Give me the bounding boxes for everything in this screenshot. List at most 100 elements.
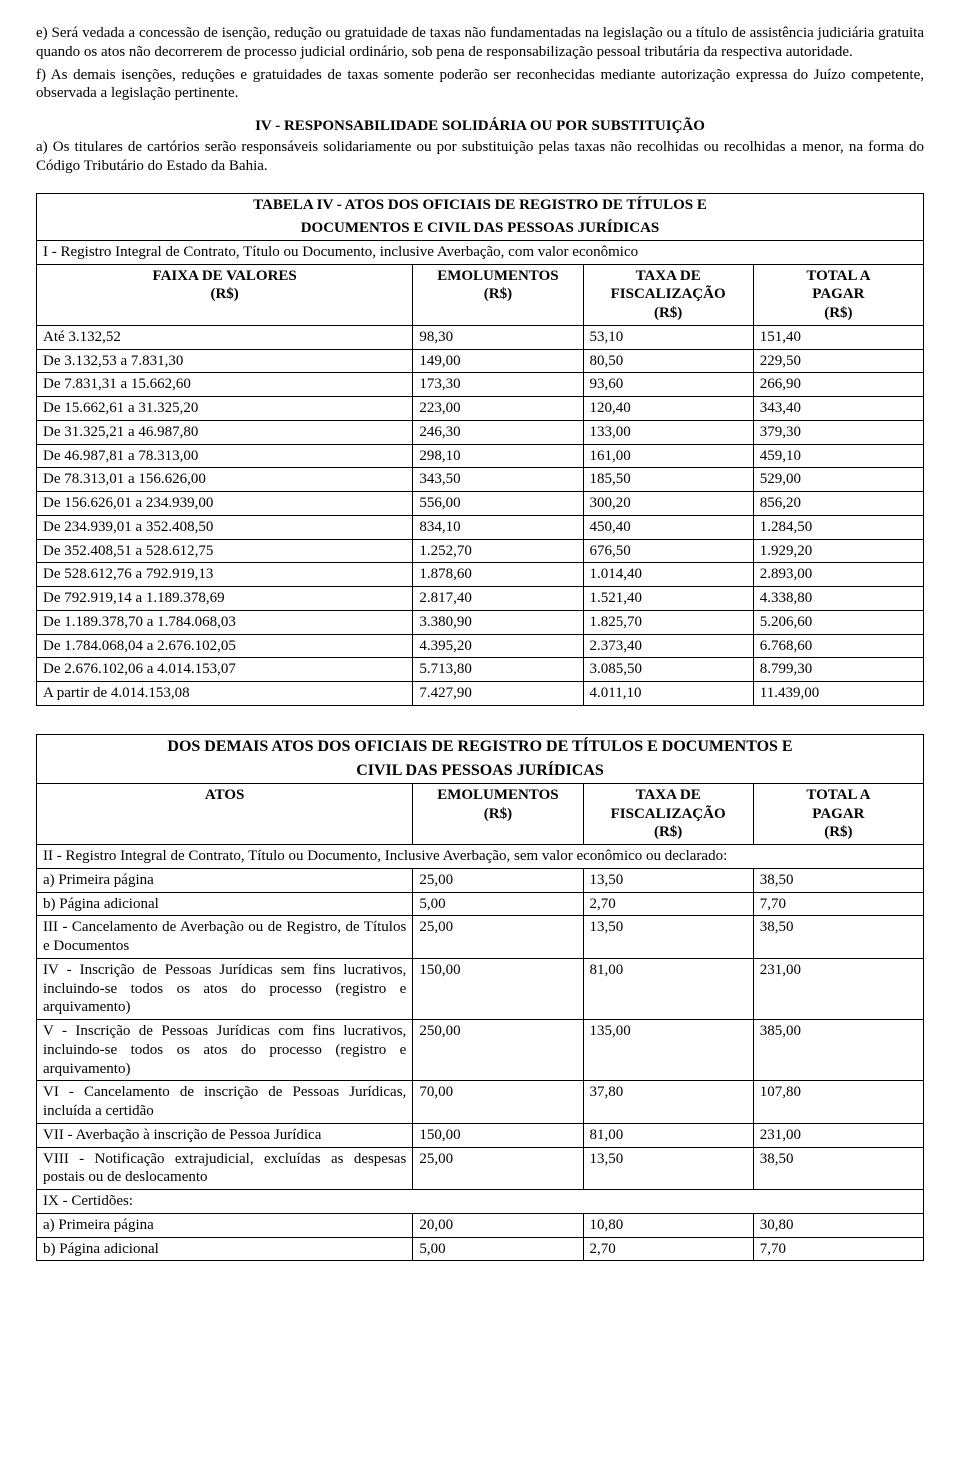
table1-col4-head: TOTAL A PAGAR (R$): [753, 264, 923, 325]
table-cell: 38,50: [753, 916, 923, 959]
table-row: a) Primeira página25,0013,5038,50: [37, 868, 924, 892]
table-cell: 150,00: [413, 958, 583, 1019]
table-cell: 5,00: [413, 1237, 583, 1261]
table-cell: 25,00: [413, 868, 583, 892]
table-cell: 10,80: [583, 1213, 753, 1237]
table2-col2-l1: EMOLUMENTOS: [437, 787, 558, 803]
table1-col1-l2: (R$): [210, 286, 238, 302]
table-cell: 856,20: [753, 492, 923, 516]
table-cell: 4.011,10: [583, 682, 753, 706]
table2-col1-head: ATOS: [37, 783, 413, 844]
table-demais-atos: DOS DEMAIS ATOS DOS OFICIAIS DE REGISTRO…: [36, 734, 924, 1262]
table-cell: 2,70: [583, 892, 753, 916]
table-cell: 2,70: [583, 1237, 753, 1261]
table-row: V - Inscrição de Pessoas Jurídicas com f…: [37, 1020, 924, 1081]
table-cell: 93,60: [583, 373, 753, 397]
table-cell: 98,30: [413, 325, 583, 349]
table-cell: 25,00: [413, 1147, 583, 1190]
table-cell: 529,00: [753, 468, 923, 492]
table1-title-l1: TABELA IV - ATOS DOS OFICIAIS DE REGISTR…: [37, 194, 924, 217]
table2-col3-l1: TAXA DE: [636, 787, 701, 803]
table-cell: 30,80: [753, 1213, 923, 1237]
table-row: De 7.831,31 a 15.662,60173,3093,60266,90: [37, 373, 924, 397]
table-row: III - Cancelamento de Averbação ou de Re…: [37, 916, 924, 959]
table-cell: 120,40: [583, 397, 753, 421]
table-cell: De 1.189.378,70 a 1.784.068,03: [37, 610, 413, 634]
table-cell: 459,10: [753, 444, 923, 468]
paragraph-e: e) Será vedada a concessão de isenção, r…: [36, 24, 924, 62]
table1-col4-l3: (R$): [824, 305, 852, 321]
table-row: De 352.408,51 a 528.612,751.252,70676,50…: [37, 539, 924, 563]
table-cell: 80,50: [583, 349, 753, 373]
table1-col3-l2: FISCALIZAÇÃO: [611, 286, 726, 302]
table-cell: De 234.939,01 a 352.408,50: [37, 515, 413, 539]
table-cell: 343,40: [753, 397, 923, 421]
table-cell: 13,50: [583, 868, 753, 892]
table-row: IV - Inscrição de Pessoas Jurídicas sem …: [37, 958, 924, 1019]
table-cell: 20,00: [413, 1213, 583, 1237]
table-cell: De 3.132,53 a 7.831,30: [37, 349, 413, 373]
table-cell: a) Primeira página: [37, 868, 413, 892]
table-cell: 13,50: [583, 1147, 753, 1190]
table-cell: 185,50: [583, 468, 753, 492]
table-cell: 37,80: [583, 1081, 753, 1124]
table-cell: 250,00: [413, 1020, 583, 1081]
table-cell: 107,80: [753, 1081, 923, 1124]
table-cell: A partir de 4.014.153,08: [37, 682, 413, 706]
table-cell: 81,00: [583, 1123, 753, 1147]
table-cell: 7,70: [753, 892, 923, 916]
table1-col4-l1: TOTAL A: [806, 268, 870, 284]
section-iv-title: IV - RESPONSABILIDADE SOLIDÁRIA OU POR S…: [36, 117, 924, 136]
table1-col4-l2: PAGAR: [812, 286, 864, 302]
table-cell: 2.817,40: [413, 587, 583, 611]
table-cell: 135,00: [583, 1020, 753, 1081]
table-cell: De 78.313,01 a 156.626,00: [37, 468, 413, 492]
table-cell: a) Primeira página: [37, 1213, 413, 1237]
table-cell: b) Página adicional: [37, 892, 413, 916]
table-cell: III - Cancelamento de Averbação ou de Re…: [37, 916, 413, 959]
table-cell: 556,00: [413, 492, 583, 516]
table1-col1-l1: FAIXA DE VALORES: [153, 268, 297, 284]
table-cell: 2.373,40: [583, 634, 753, 658]
table-cell: VIII - Notificação extrajudicial, excluí…: [37, 1147, 413, 1190]
table-cell: 385,00: [753, 1020, 923, 1081]
table-row: De 3.132,53 a 7.831,30149,0080,50229,50: [37, 349, 924, 373]
table-cell: 450,40: [583, 515, 753, 539]
table-cell: De 2.676.102,06 a 4.014.153,07: [37, 658, 413, 682]
table2-col4-head: TOTAL A PAGAR (R$): [753, 783, 923, 844]
table-cell: V - Inscrição de Pessoas Jurídicas com f…: [37, 1020, 413, 1081]
table1-col3-head: TAXA DE FISCALIZAÇÃO (R$): [583, 264, 753, 325]
table-cell: 1.014,40: [583, 563, 753, 587]
table-cell: 38,50: [753, 868, 923, 892]
section-iv-body: a) Os titulares de cartórios serão respo…: [36, 138, 924, 176]
table-cell: De 1.784.068,04 a 2.676.102,05: [37, 634, 413, 658]
table-cell: 1.825,70: [583, 610, 753, 634]
table1-col2-l2: (R$): [484, 286, 512, 302]
table-cell: 161,00: [583, 444, 753, 468]
table-cell: VII - Averbação à inscrição de Pessoa Ju…: [37, 1123, 413, 1147]
table1-col2-l1: EMOLUMENTOS: [437, 268, 558, 284]
table-cell: 343,50: [413, 468, 583, 492]
table-cell: 1.252,70: [413, 539, 583, 563]
table-cell: 13,50: [583, 916, 753, 959]
table-cell: 4.395,20: [413, 634, 583, 658]
table-cell: 300,20: [583, 492, 753, 516]
table-cell: 266,90: [753, 373, 923, 397]
table-cell: 298,10: [413, 444, 583, 468]
table-cell: 6.768,60: [753, 634, 923, 658]
table-cell: 151,40: [753, 325, 923, 349]
table-cell: De 792.919,14 a 1.189.378,69: [37, 587, 413, 611]
table2-col3-l2: FISCALIZAÇÃO: [611, 806, 726, 822]
table-row: De 2.676.102,06 a 4.014.153,075.713,803.…: [37, 658, 924, 682]
table2-col4-l2: PAGAR: [812, 806, 864, 822]
table2-col3-head: TAXA DE FISCALIZAÇÃO (R$): [583, 783, 753, 844]
table-cell: De 352.408,51 a 528.612,75: [37, 539, 413, 563]
table-cell: b) Página adicional: [37, 1237, 413, 1261]
table-cell: 150,00: [413, 1123, 583, 1147]
table1-col3-l1: TAXA DE: [636, 268, 701, 284]
table-cell: 81,00: [583, 958, 753, 1019]
table-cell: 231,00: [753, 1123, 923, 1147]
table-cell: 70,00: [413, 1081, 583, 1124]
table-cell: 149,00: [413, 349, 583, 373]
table-cell: 379,30: [753, 420, 923, 444]
